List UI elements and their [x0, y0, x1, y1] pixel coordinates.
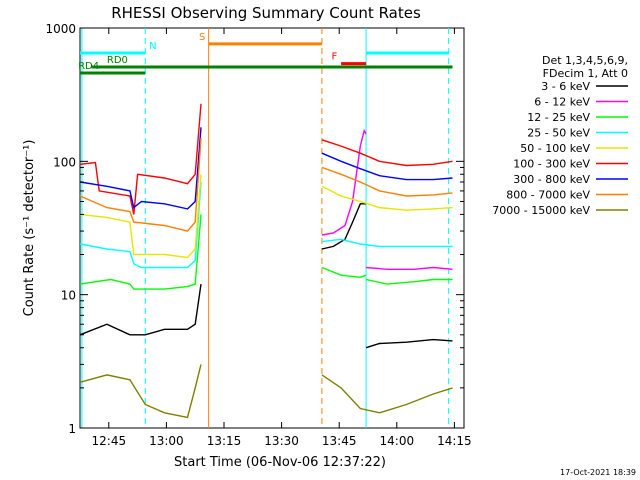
- ticks-layer: 12:45 13:00 13:15 13:30 13:45 14:00 14:15 1 10 10…: [45, 22, 471, 448]
- flag-label: RD4: [78, 61, 99, 72]
- series-line: [79, 137, 202, 232]
- flag-label: S: [199, 32, 205, 43]
- series-line: [366, 266, 453, 270]
- legend-entry-label: 50 - 100 keV: [520, 142, 590, 155]
- series-line: [79, 214, 202, 290]
- y-tick-label: 1000: [45, 22, 76, 36]
- series-line: [79, 174, 202, 259]
- x-tick-label: 13:30: [264, 434, 299, 448]
- legend: Det 1,3,4,5,6,9,FDecim 1, Att 03 - 6 keV…: [492, 54, 628, 217]
- y-tick-label: 1: [68, 422, 76, 436]
- x-tick-label: 14:15: [437, 434, 472, 448]
- plot-frame: [79, 27, 465, 429]
- series-line: [321, 166, 453, 197]
- x-tick-label: 13:45: [322, 434, 357, 448]
- series-line: [321, 152, 453, 181]
- series-line: [321, 203, 367, 250]
- series-line: [79, 364, 202, 419]
- series-line: [79, 283, 202, 336]
- x-tick-label: 13:15: [207, 434, 242, 448]
- legend-entry-label: 7000 - 15000 keV: [492, 204, 590, 217]
- series-line: [79, 103, 202, 215]
- legend-entry-label: 100 - 300 keV: [513, 158, 590, 171]
- annotations-layer: N S F RD0 RD4: [78, 28, 453, 428]
- legend-entry-label: 25 - 50 keV: [527, 127, 590, 140]
- legend-entry-label: 800 - 7000 keV: [506, 189, 590, 202]
- legend-entry-label: 12 - 25 keV: [527, 111, 590, 124]
- flag-label: F: [332, 52, 338, 63]
- x-tick-label: 13:00: [149, 434, 184, 448]
- series-line: [365, 338, 453, 349]
- y-tick-label: 100: [53, 155, 76, 169]
- flag-label: N: [149, 41, 156, 52]
- y-tick-label: 10: [61, 289, 76, 303]
- chart-title: RHESSI Observing Summary Count Rates: [111, 4, 421, 22]
- footer-timestamp: 17-Oct-2021 18:39: [560, 468, 636, 477]
- y-axis-label: Count Rate (s⁻¹ detector⁻¹): [22, 140, 37, 317]
- series-layer: [79, 103, 453, 419]
- series-line: [79, 181, 202, 269]
- series-line: [321, 185, 453, 211]
- series-line: [321, 238, 453, 248]
- legend-entry-label: 6 - 12 keV: [534, 96, 590, 109]
- legend-entry-label: 3 - 6 keV: [541, 80, 590, 93]
- series-line: [321, 128, 367, 236]
- x-tick-label: 12:45: [92, 434, 127, 448]
- series-line: [321, 374, 453, 414]
- x-tick-label: 14:00: [380, 434, 415, 448]
- x-axis-label: Start Time (06-Nov-06 12:37:22): [174, 455, 386, 470]
- legend-header: FDecim 1, Att 0: [543, 67, 628, 80]
- legend-header: Det 1,3,4,5,6,9,: [542, 54, 628, 67]
- series-line: [79, 127, 202, 210]
- flag-label: RD0: [107, 55, 128, 66]
- series-line: [321, 266, 367, 279]
- legend-entry-label: 300 - 800 keV: [513, 173, 590, 186]
- series-line: [365, 278, 453, 285]
- series-line: [321, 139, 453, 167]
